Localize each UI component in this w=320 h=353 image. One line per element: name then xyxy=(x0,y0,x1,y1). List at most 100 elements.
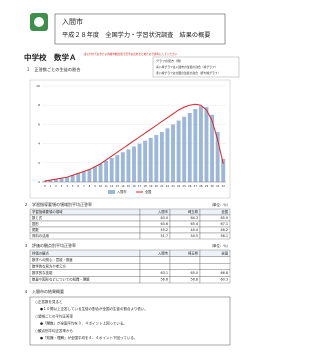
x-tick-label: 30 xyxy=(210,184,214,188)
table-cell xyxy=(29,214,141,222)
table-text: 60.3 xyxy=(220,278,228,282)
x-tick-label: 5 xyxy=(72,184,74,188)
table-text: 数量や図形などについての知識・理解 xyxy=(32,277,90,282)
table-header: 入間市 xyxy=(158,209,169,214)
bar xyxy=(93,166,97,182)
table-text: 66.8 xyxy=(220,271,228,275)
y-tick-label: 0 xyxy=(38,180,40,184)
bar xyxy=(204,107,209,182)
bar xyxy=(76,173,81,182)
summary-line: ○正答数を見ると xyxy=(35,299,63,304)
x-tick-label: 27 xyxy=(194,184,198,188)
table-text: 56.1 xyxy=(220,234,228,238)
x-tick-label: 32 xyxy=(222,184,226,188)
table-header: 入間市 xyxy=(158,250,169,255)
bar xyxy=(182,116,187,182)
summary-line: ●「知識・理解」が全国平均を４．４ポイント下回っている。 xyxy=(40,335,137,340)
table-text: 63.0 xyxy=(160,216,168,220)
y-tick-label: 10 xyxy=(36,84,40,88)
legend-label: 入間市 xyxy=(117,189,127,194)
page: 入間市 平成２８年度 全国学力・学習状況調査 結果の概要 中学校 数学Ａ 身に付… xyxy=(24,13,240,346)
table-text: 65.0 xyxy=(190,271,198,275)
table-text: 関数 xyxy=(32,227,39,232)
section-title: ３ 評価の観点別平均正答率 xyxy=(24,242,76,248)
table-header: 全国 xyxy=(221,209,228,214)
table-text: 数学への関心・意欲・態度 xyxy=(32,257,73,262)
table-text: 51.7 xyxy=(160,234,168,238)
x-tick-label: 29 xyxy=(205,184,209,188)
bar xyxy=(159,132,164,182)
unit: （単位：％） xyxy=(210,202,230,207)
bar xyxy=(109,158,114,182)
x-tick-label: 1 xyxy=(50,184,52,188)
bar xyxy=(176,120,181,182)
legend-label: 全国 xyxy=(145,189,151,194)
x-tick-label: 11 xyxy=(104,184,108,188)
summary-line: ●「関数」が全国平均を０．４ポイント上回っている。 xyxy=(40,321,127,326)
table-cell xyxy=(199,256,231,264)
bar xyxy=(148,137,153,182)
x-tick-label: 18 xyxy=(143,184,147,188)
x-tick-label: 23 xyxy=(171,184,175,188)
x-tick-label: 19 xyxy=(149,184,153,188)
x-tick-label: 15 xyxy=(127,184,131,188)
table-cell xyxy=(29,220,141,228)
bar xyxy=(171,124,175,182)
bar xyxy=(187,112,192,182)
x-tick-label: 21 xyxy=(160,184,164,188)
x-tick-label: 13 xyxy=(116,184,120,188)
table-cell xyxy=(29,226,141,234)
guide-line: 青い棒グラフは入間市の生徒の割合（棒グラフ） xyxy=(156,65,218,69)
table-cell xyxy=(199,263,231,270)
table-text: 63.6 xyxy=(160,222,168,226)
table-text: 図形 xyxy=(32,221,39,226)
table-text: 65.4 xyxy=(190,222,198,226)
x-tick-label: 7 xyxy=(83,184,85,188)
table-text: 63.1 xyxy=(160,271,168,275)
section-title: ２ 学習指導要領の領域別平均正答率 xyxy=(24,201,92,207)
table-header: 評価の観点 xyxy=(32,250,50,255)
table-header: 埼玉県 xyxy=(188,209,199,214)
bar xyxy=(98,163,103,182)
unit: （単位：％） xyxy=(210,243,230,248)
x-tick-label: 12 xyxy=(110,184,114,188)
x-tick-label: 8 xyxy=(89,184,91,188)
summary-line: ●１０問以上正答している生徒の割合が全国の生徒の割合より低い。 xyxy=(40,306,148,311)
chart-frame xyxy=(29,79,231,199)
bar xyxy=(70,175,75,182)
x-tick-label: 20 xyxy=(155,184,159,188)
x-tick-label: 14 xyxy=(121,184,125,188)
bar xyxy=(143,140,148,182)
city: 入間市 xyxy=(62,17,83,26)
x-tick-label: 24 xyxy=(177,184,181,188)
x-tick-label: 28 xyxy=(199,184,203,188)
table-text: 44.4 xyxy=(190,228,198,232)
bar xyxy=(115,155,120,182)
table-cell xyxy=(169,256,201,264)
summary-line: ○観点別平均正答率から xyxy=(35,328,73,333)
section-title: １ 正答数ごとの生徒の割合 xyxy=(26,66,81,73)
bar xyxy=(154,134,159,182)
guide-title: グラフの見方（例） xyxy=(156,58,183,63)
bar xyxy=(53,179,58,182)
x-tick-label: 31 xyxy=(216,184,220,188)
bar xyxy=(87,169,92,182)
x-tick-label: 10 xyxy=(99,184,103,188)
table-cell xyxy=(169,263,201,270)
legend-swatch xyxy=(108,190,115,194)
x-tick-label: 3 xyxy=(61,184,63,188)
bar xyxy=(221,158,226,182)
x-tick-label: 0 xyxy=(44,184,46,188)
section-title: ４ 入間市の結果概要 xyxy=(24,288,64,294)
table-text: 67.1 xyxy=(220,222,228,226)
table-text: 資料の活用 xyxy=(32,233,49,238)
table-text: 46.2 xyxy=(220,228,228,232)
table-text: 54.5 xyxy=(190,234,198,238)
x-tick-label: 22 xyxy=(166,184,170,188)
title: 平成２８年度 全国学力・学習状況調査 結果の概要 xyxy=(62,31,211,39)
logo-mark xyxy=(34,17,44,27)
bar xyxy=(193,109,198,182)
guide-line: 赤い線グラフは全国の生徒の割合（折れ線グラフ） xyxy=(156,71,220,75)
table-header: 全国 xyxy=(221,250,228,255)
table-text: 45.2 xyxy=(160,228,168,232)
